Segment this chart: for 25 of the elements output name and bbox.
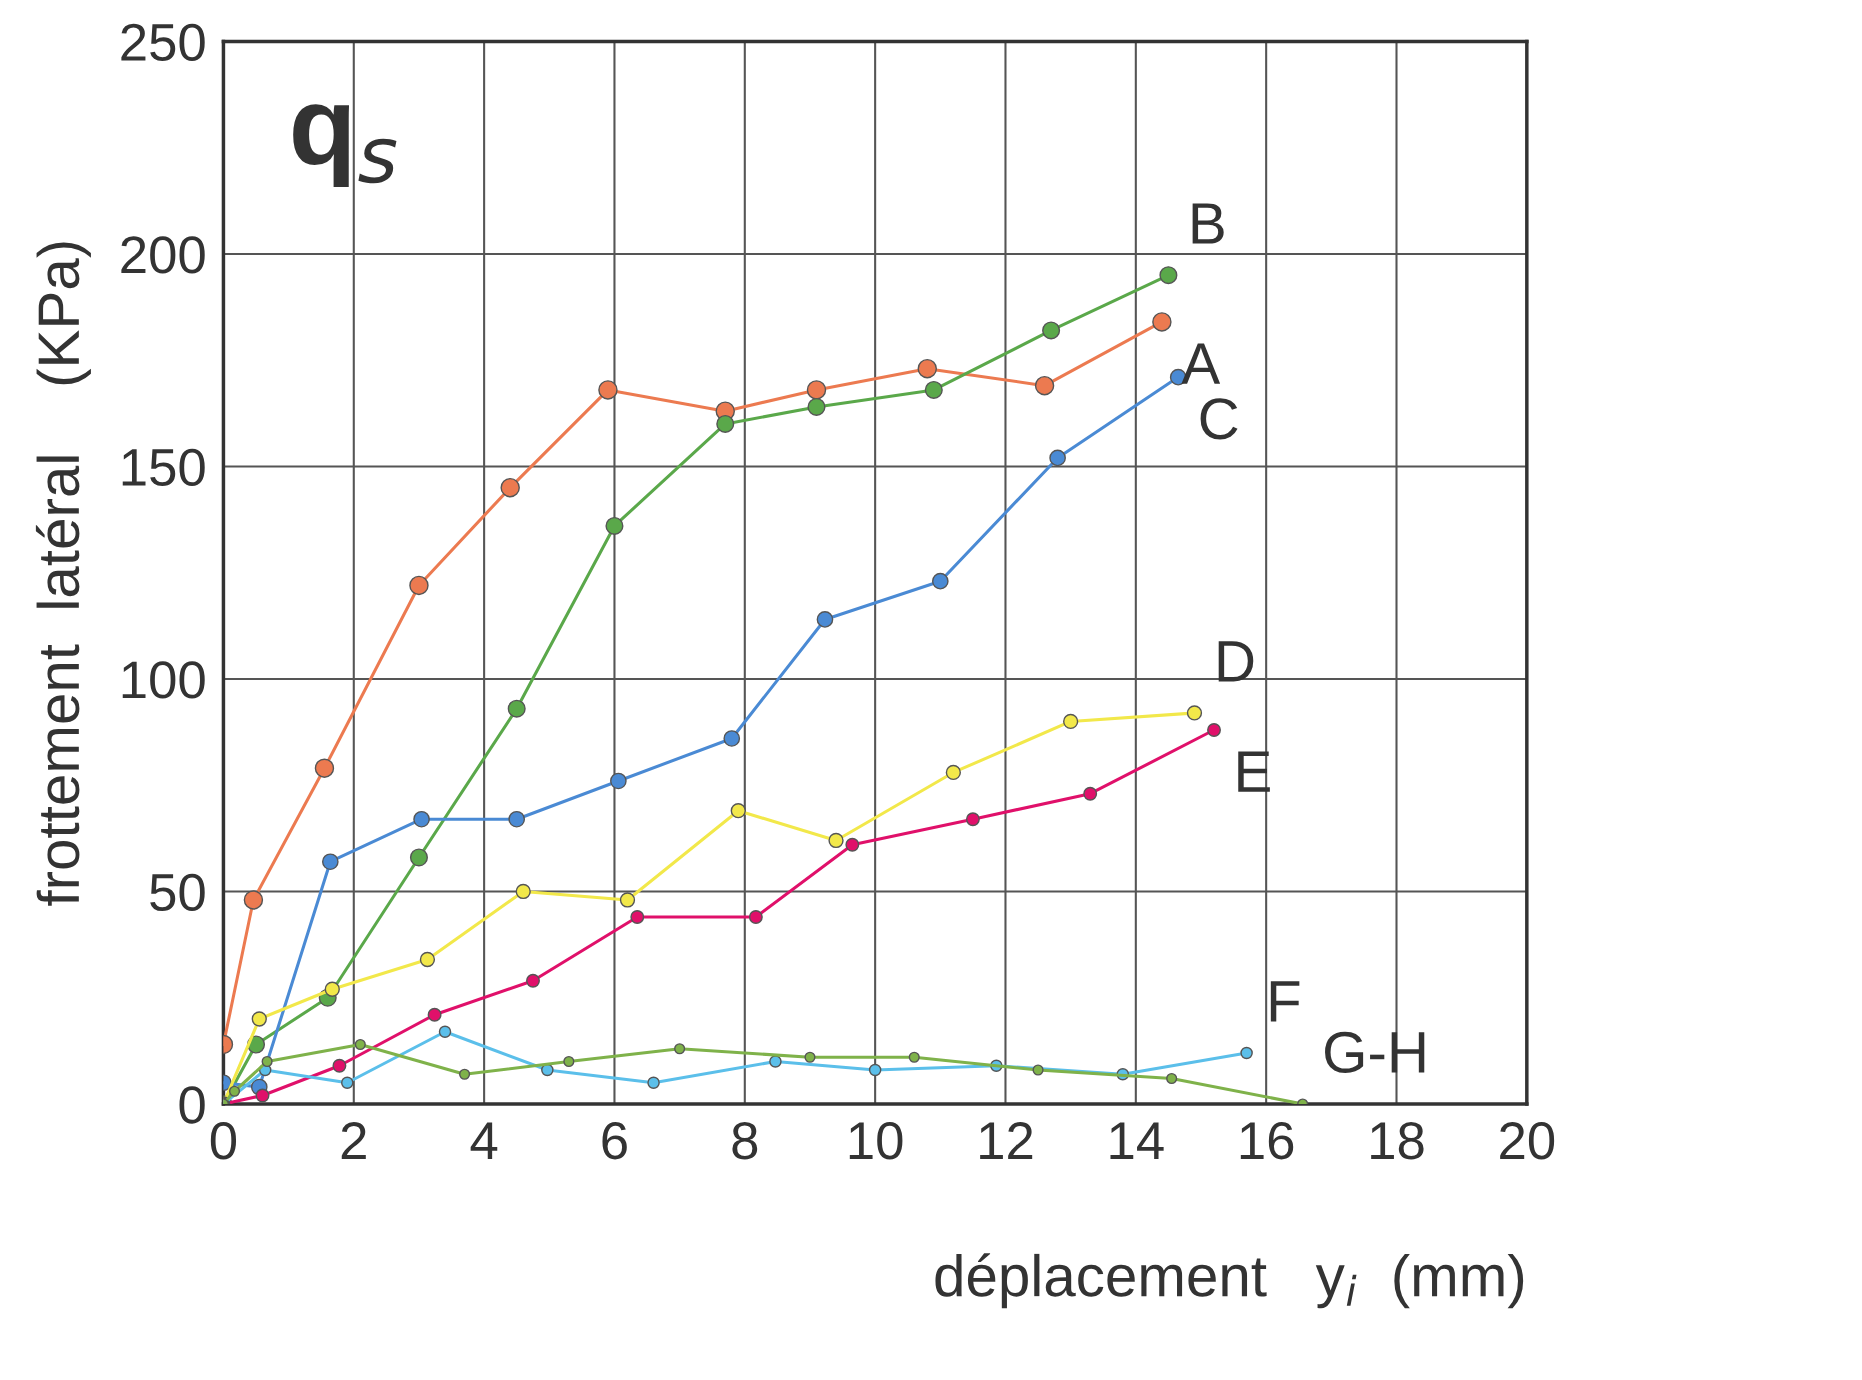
x-tick-label: 2 [341, 1122, 366, 1159]
x-tick-label: 8 [732, 1122, 758, 1160]
y-tick-label: 200 [121, 236, 205, 274]
y-tick-label: 150 [122, 448, 205, 487]
x-tick-label: 6 [602, 1122, 627, 1160]
y-tick-label: 250 [121, 23, 205, 62]
x-tick-label: 10 [849, 1122, 903, 1160]
x-tick-label: 4 [470, 1122, 498, 1159]
series-label: D [1218, 641, 1254, 682]
series-label: A [1181, 343, 1221, 384]
x-tick-label: 20 [1500, 1122, 1555, 1160]
series-label: F [1270, 981, 1300, 1022]
y-axis-title: frottement latéral (KPa) [35, 242, 91, 906]
series-label: B [1192, 203, 1224, 244]
x-tick-label: 12 [980, 1122, 1033, 1159]
x-axis-title: déplacement y$_{i}$ (mm) [935, 1253, 1524, 1309]
series-label: C [1200, 398, 1238, 440]
y-tick-label: 50 [150, 873, 205, 912]
x-tick-label: 16 [1240, 1122, 1294, 1160]
y-tick-label: 100 [122, 661, 205, 699]
x-tick-label: 18 [1371, 1122, 1424, 1160]
x-tick-label: 14 [1110, 1122, 1164, 1159]
x-tick-label: 0 [210, 1122, 237, 1160]
y-tick-label: 0 [179, 1086, 205, 1124]
chart-title: q$_{s}$ [293, 104, 397, 188]
